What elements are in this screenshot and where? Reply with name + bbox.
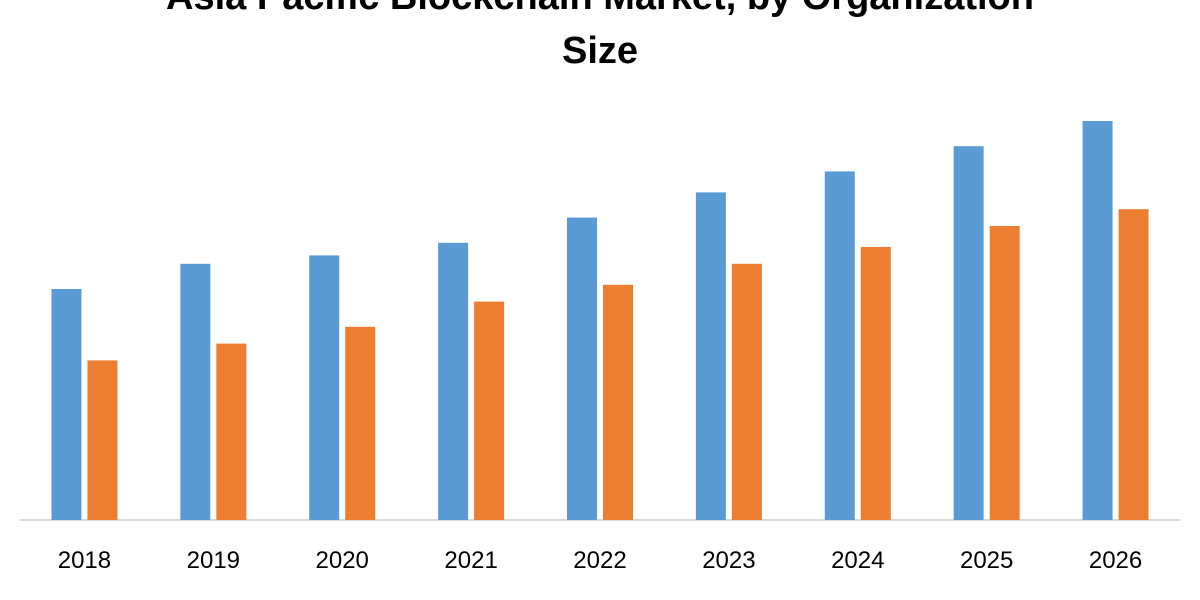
bar-series-1-2022	[567, 217, 597, 520]
x-tick-label-2025: 2025	[960, 547, 1013, 574]
x-tick-label-2019: 2019	[187, 547, 240, 574]
bar-series-1-2025	[953, 146, 984, 520]
x-tick-label-2021: 2021	[444, 547, 497, 574]
bar-series-1-2021	[438, 242, 469, 521]
bar-series-1-2020	[309, 255, 340, 520]
bar-series-1-2023	[695, 192, 726, 520]
x-tick-label-2018: 2018	[58, 547, 111, 574]
bar-series-2-2025	[989, 226, 1020, 520]
bar-series-2-2022	[603, 284, 633, 520]
bar-series-2-2024	[860, 247, 891, 520]
bar-series-1-2018	[51, 289, 82, 520]
bar-series-1-2026	[1082, 121, 1113, 520]
bar-series-2-2023	[731, 263, 762, 520]
chart-title-line-1: Asia Pacific Blockchain Market, by Organ…	[0, 0, 1200, 20]
bar-series-1-2024	[824, 171, 855, 520]
x-tick-label-2024: 2024	[831, 547, 884, 574]
x-tick-label-2023: 2023	[702, 547, 755, 574]
bar-series-1-2019	[180, 263, 211, 520]
x-tick-label-2026: 2026	[1089, 547, 1142, 574]
x-tick-label-2022: 2022	[573, 547, 626, 574]
x-tick-label-2020: 2020	[316, 547, 369, 574]
chart-title-line-2: Size	[561, 30, 639, 72]
bar-series-2-2019	[216, 343, 247, 520]
bar-series-2-2026	[1118, 209, 1149, 520]
bar-series-2-2020	[345, 326, 376, 520]
bar-series-2-2018	[87, 360, 118, 520]
bar-series-2-2021	[474, 301, 505, 520]
